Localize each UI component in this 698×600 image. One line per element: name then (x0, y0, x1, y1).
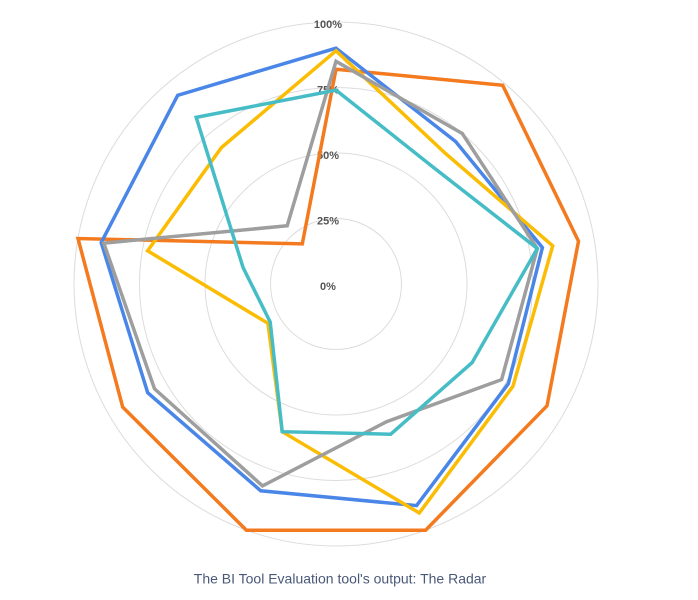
r-tick-label: 0% (320, 281, 336, 293)
r-tick-label: 50% (317, 150, 339, 162)
grid-circle (139, 87, 533, 481)
r-tick-label: 25% (317, 215, 339, 227)
grid-circle (270, 218, 402, 350)
grid-circle (73, 21, 599, 547)
series-polygon (193, 88, 540, 436)
series-polygon (99, 46, 545, 508)
series-polygon (101, 58, 540, 489)
series-polygon (75, 67, 581, 532)
series-polygon (145, 48, 555, 516)
caption: The BI Tool Evaluation tool's output: Th… (194, 571, 487, 587)
grid-circle (204, 152, 468, 416)
r-tick-label: 100% (314, 19, 342, 31)
